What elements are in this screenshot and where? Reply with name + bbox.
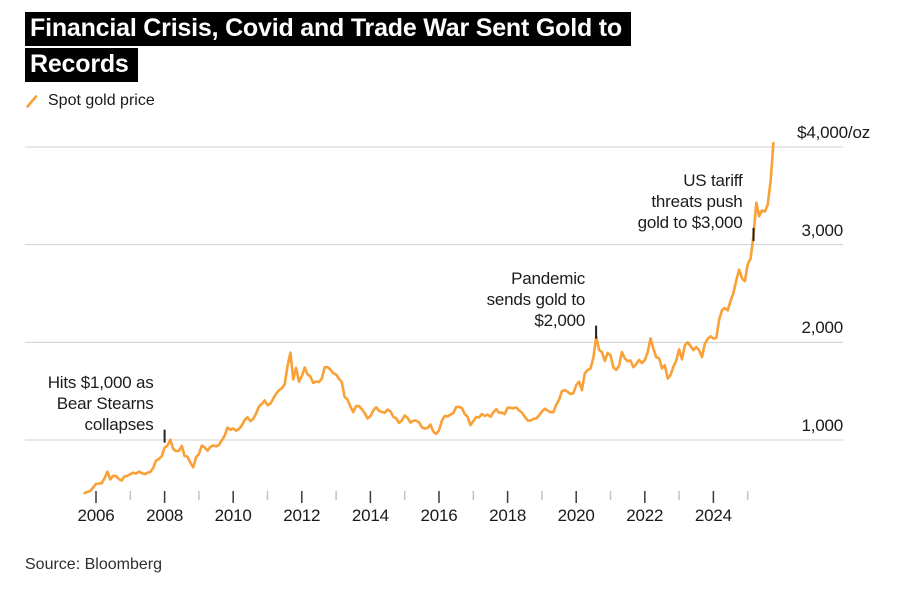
annotation-3-line-2: threats push [651, 191, 743, 211]
x-axis-label-2022: 2022 [626, 506, 664, 525]
x-axis-label-2014: 2014 [351, 506, 389, 525]
legend-label: Spot gold price [48, 92, 155, 109]
annotation-2-line-2: sends gold to [486, 289, 586, 309]
source-credit: Source: Bloomberg [25, 556, 162, 573]
x-axis-label-2016: 2016 [420, 506, 458, 525]
y-axis-label-4000: $4,000/oz [797, 122, 870, 142]
chart-title-line-2: Records [25, 48, 138, 82]
annotation-3-line-1: US tariff [683, 170, 743, 190]
y-axis-label-1000: 1,000 [801, 416, 843, 435]
x-axis-label-2006: 2006 [77, 506, 115, 525]
chart-title-line-1: Financial Crisis, Covid and Trade War Se… [25, 12, 631, 46]
x-axis-label-2020: 2020 [557, 506, 595, 525]
annotation-1: Hits $1,000 as Bear Stearns collapses [48, 372, 154, 435]
legend: Spot gold price [25, 92, 155, 110]
annotation-1-line-1: Hits $1,000 as [47, 372, 154, 392]
chart-title: Financial Crisis, Covid and Trade War Se… [25, 12, 631, 84]
annotation-2-line-1: Pandemic [511, 268, 586, 288]
x-axis-label-2008: 2008 [146, 506, 184, 525]
y-axis-label-2000: 2,000 [801, 318, 843, 338]
y-axis-label-3000: 3,000 [801, 220, 843, 240]
x-axis-label-2010: 2010 [214, 506, 252, 525]
slash-icon [25, 94, 39, 109]
annotation-3: US tariff threats push gold to $3,000 [638, 170, 743, 233]
annotation-1-line-3: collapses [84, 414, 154, 434]
annotation-1-line-2: Bear Stearns [56, 393, 154, 413]
x-axis-label-2024: 2024 [694, 506, 732, 525]
annotation-3-line-3: gold to $3,000 [637, 212, 743, 232]
annotation-2-line-3: $2,000 [534, 310, 586, 330]
x-axis-label-2018: 2018 [489, 506, 527, 525]
annotation-2: Pandemic sends gold to $2,000 [487, 268, 586, 331]
spot-gold-price-line [83, 141, 775, 495]
x-axis-label-2012: 2012 [283, 506, 321, 525]
